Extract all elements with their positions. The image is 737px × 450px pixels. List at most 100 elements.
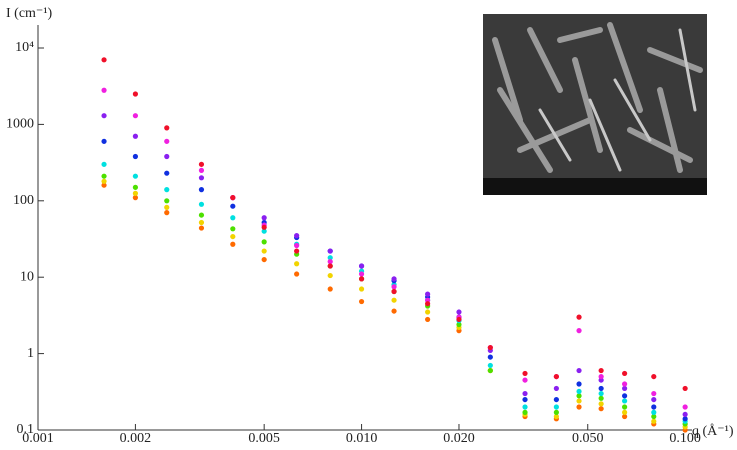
data-point (522, 390, 528, 397)
data-point (576, 404, 582, 410)
data-point (327, 259, 333, 265)
y-tick-label: 1000 (6, 117, 34, 132)
data-point (651, 409, 657, 415)
data-point (198, 212, 205, 218)
data-point (576, 328, 582, 334)
data-point (101, 182, 107, 188)
data-point (327, 272, 333, 279)
data-point (132, 184, 139, 190)
data-point (651, 404, 657, 410)
data-point (230, 226, 236, 232)
data-point (553, 373, 559, 380)
x-tick-label: 0.005 (248, 431, 280, 446)
data-point (622, 404, 628, 410)
data-point (198, 167, 205, 173)
data-point (553, 404, 559, 410)
data-point (327, 286, 333, 292)
data-point (391, 308, 397, 314)
data-point (261, 248, 267, 254)
data-point (425, 291, 431, 297)
data-point (553, 409, 559, 415)
data-point (261, 228, 267, 234)
data-point (164, 187, 170, 193)
data-point (261, 224, 267, 230)
data-point (598, 367, 604, 374)
data-point (132, 153, 139, 160)
data-point (101, 57, 107, 63)
data-point (651, 390, 657, 397)
data-point (522, 370, 528, 377)
data-point (230, 203, 236, 209)
data-point (358, 271, 365, 277)
x-tick-label: 0.010 (346, 431, 378, 446)
data-point (358, 276, 365, 282)
data-point (132, 113, 139, 119)
data-point (553, 385, 559, 392)
data-point (598, 385, 604, 392)
data-point (164, 198, 170, 204)
data-point (487, 354, 493, 360)
data-point (164, 125, 170, 131)
data-point (327, 248, 333, 254)
data-point (261, 215, 267, 221)
inset-rods (492, 22, 703, 173)
data-point (101, 138, 107, 144)
y-tick-label: 10⁴ (15, 40, 34, 55)
data-point (230, 195, 236, 201)
data-point (456, 321, 462, 328)
data-point (651, 396, 657, 403)
data-point (425, 301, 431, 307)
sem-inset (483, 14, 707, 195)
data-point (622, 370, 628, 377)
y-tick-label: 100 (13, 193, 34, 208)
data-point (198, 175, 205, 181)
data-point (164, 204, 170, 210)
data-point (132, 133, 139, 139)
x-tick-label: 0.100 (669, 431, 701, 446)
data-point (456, 309, 462, 315)
data-point (682, 404, 688, 410)
data-point (487, 362, 493, 369)
data-point (425, 309, 431, 315)
data-point (294, 242, 300, 249)
data-point (598, 395, 604, 401)
data-point (553, 396, 559, 403)
data-point (553, 413, 559, 420)
data-point (682, 411, 688, 418)
y-axis-label: I (cm⁻¹) (6, 6, 53, 21)
data-point (622, 393, 628, 399)
data-point (198, 219, 205, 226)
data-point (358, 263, 365, 269)
data-point (622, 385, 628, 392)
inset-info-bar (483, 178, 707, 195)
data-point (682, 385, 688, 392)
data-point (487, 344, 493, 351)
data-point (101, 87, 107, 93)
x-tick-label: 0.001 (22, 431, 54, 446)
data-point (358, 298, 365, 305)
data-point (576, 388, 582, 395)
data-point (391, 297, 397, 303)
data-point (132, 173, 139, 179)
data-point (651, 418, 657, 424)
data-point (487, 367, 493, 374)
data-point (198, 161, 205, 167)
x-tick-label: 0.050 (572, 431, 604, 446)
data-point (682, 416, 688, 422)
y-tick-label: 0.1 (17, 422, 35, 437)
data-point (132, 91, 139, 97)
data-point (327, 255, 333, 261)
data-point (391, 288, 397, 295)
data-point (391, 284, 397, 290)
data-point (132, 190, 139, 196)
data-point (198, 187, 205, 193)
data-point (522, 409, 528, 415)
data-point (101, 178, 107, 184)
data-point (576, 367, 582, 374)
data-point (598, 401, 604, 407)
x-tick-label: 0.002 (120, 431, 152, 446)
data-point (622, 409, 628, 415)
data-point (456, 316, 462, 323)
data-point (164, 138, 170, 144)
